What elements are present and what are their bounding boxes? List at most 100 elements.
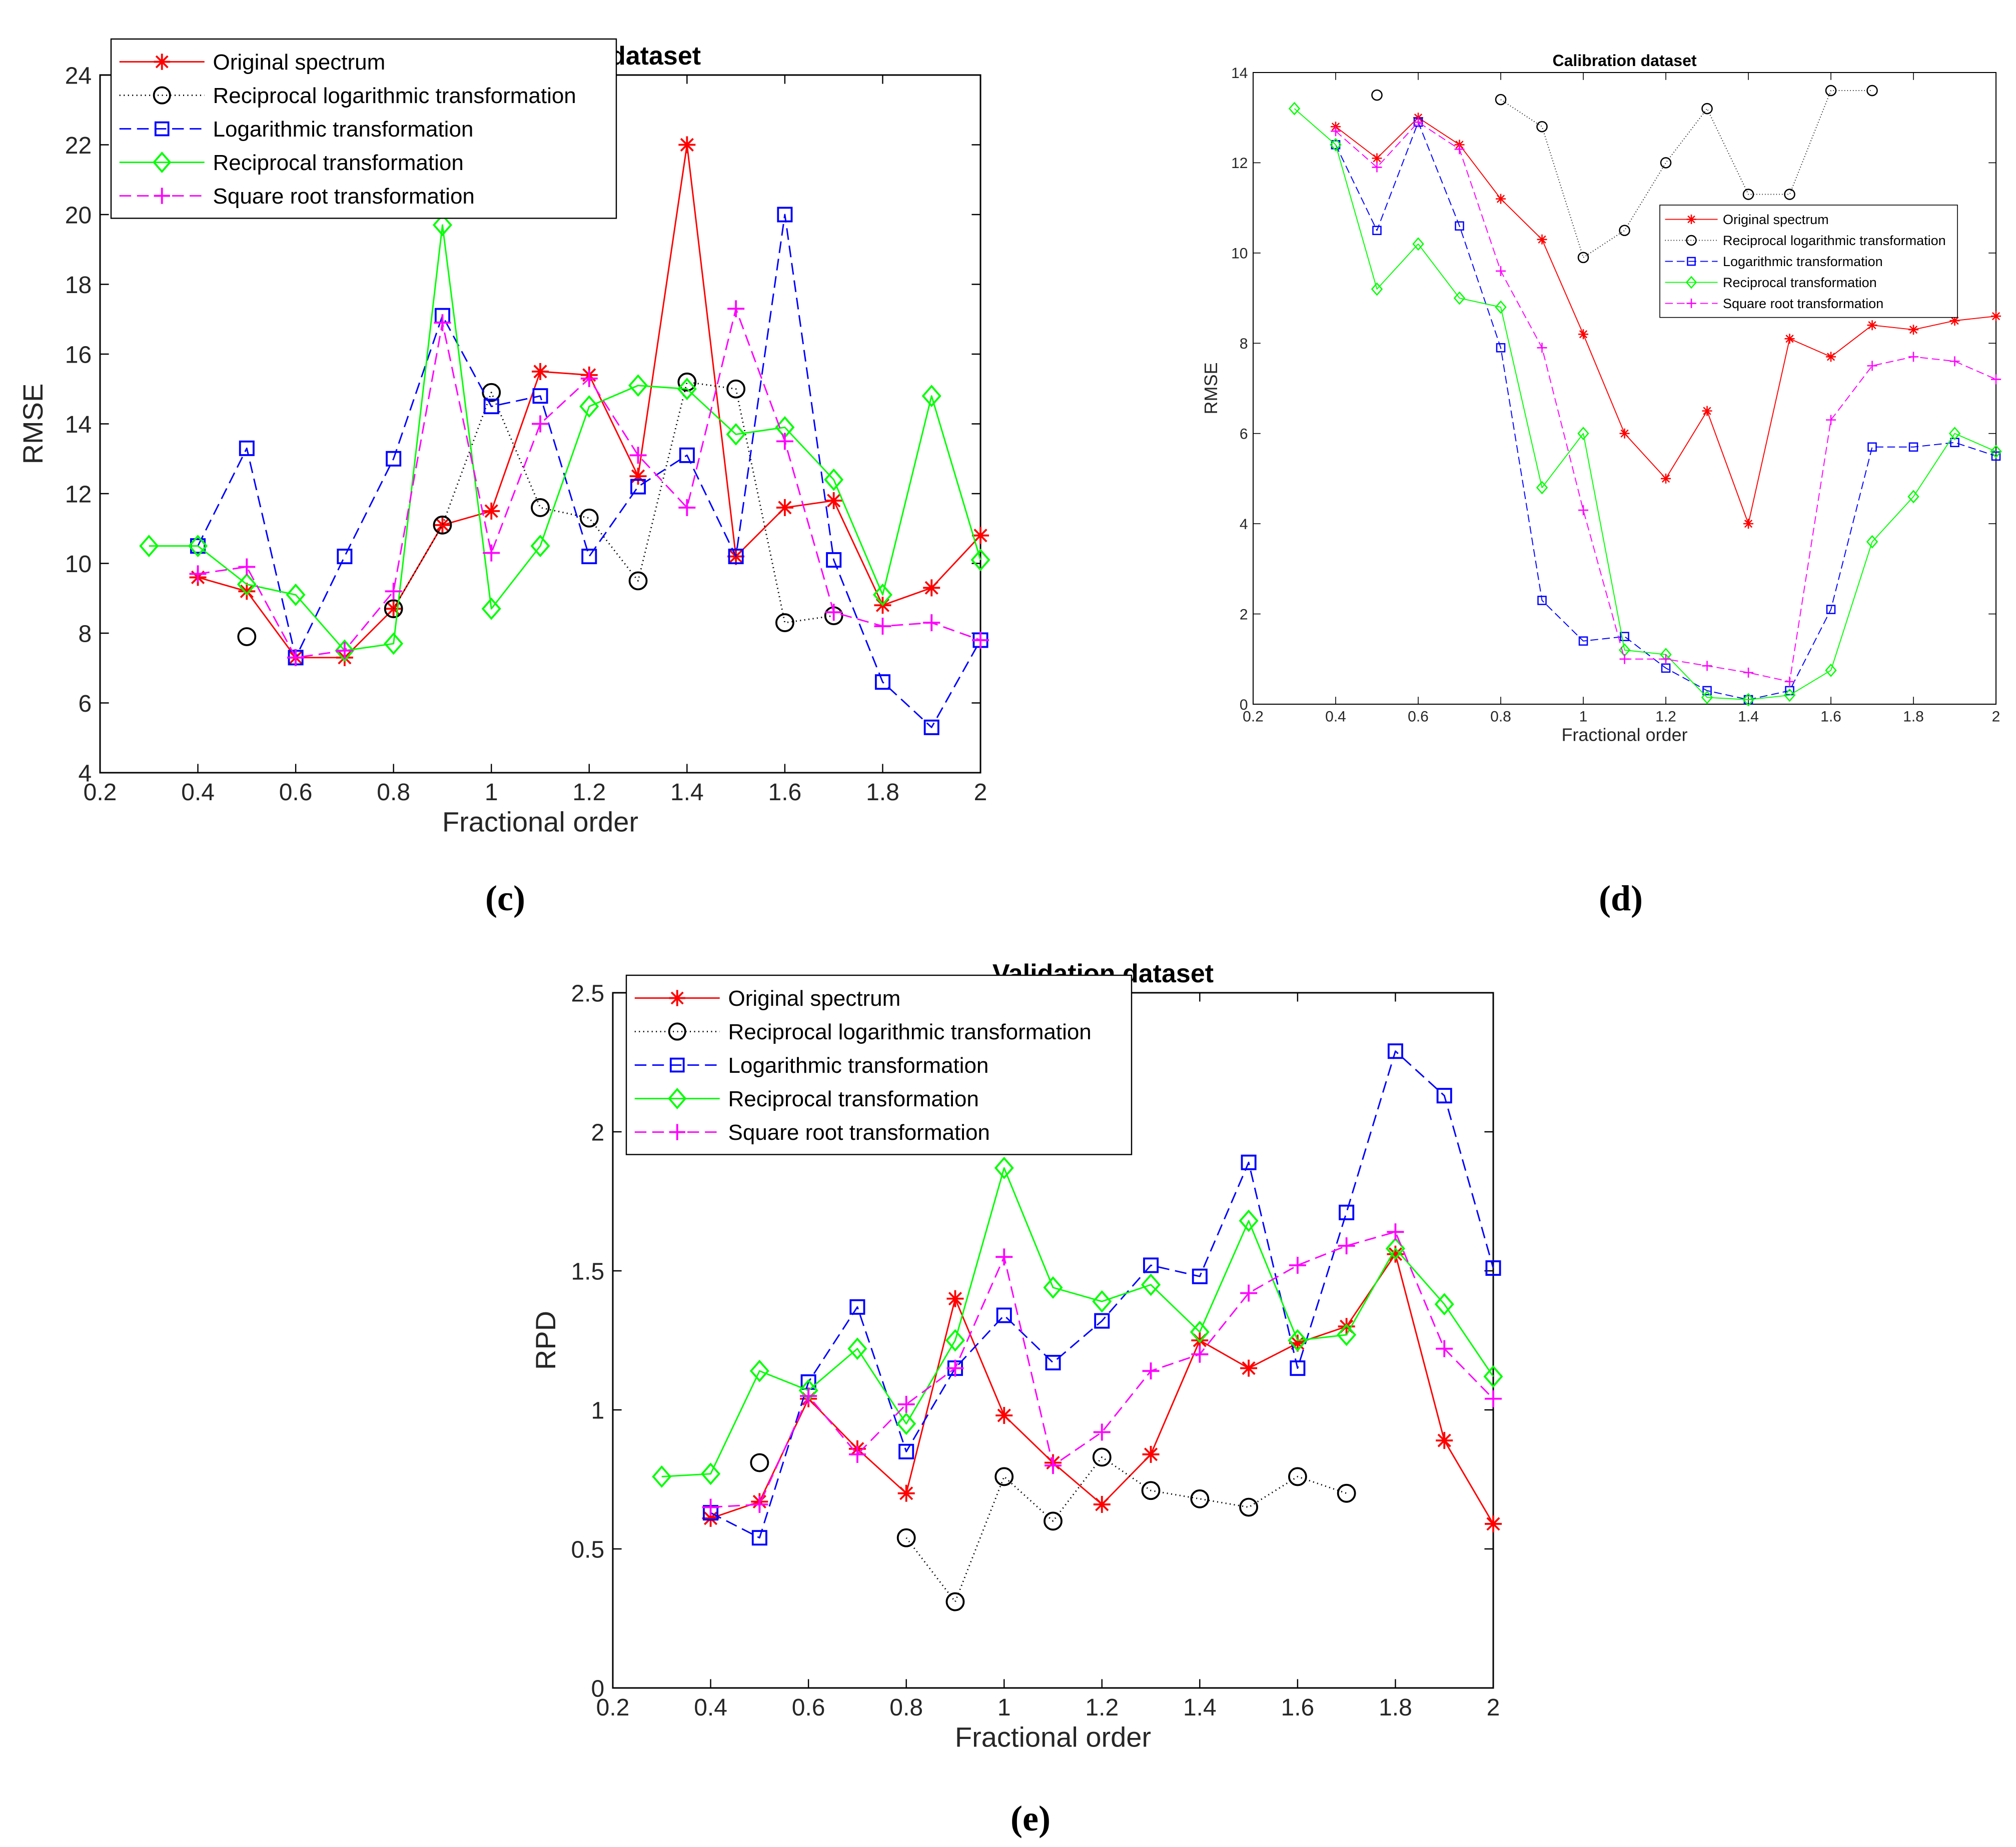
data-point [776,499,793,516]
data-point [678,136,696,154]
data-point [824,468,844,491]
y-tick-label: 14 [65,412,92,438]
data-point [1577,252,1589,264]
y-tick-label: 6 [78,691,92,717]
data-point [1867,361,1877,371]
data-point [945,1329,965,1352]
data-point [972,527,989,544]
data-point [1948,427,1961,441]
data-point [1044,1511,1063,1531]
y-tick-label: 0 [1240,697,1248,713]
legend-entry: Reciprocal transformation [728,1087,979,1111]
x-tick-label: 1.4 [1738,709,1759,725]
data-point [751,1496,768,1513]
data-point [1483,1365,1503,1388]
legend-entry: Original spectrum [1723,212,1829,227]
y-tick-label: 18 [65,272,92,299]
data-point [1372,162,1382,173]
data-point [189,565,207,583]
data-point [1536,481,1548,495]
data-point [1338,1237,1355,1254]
data-point [751,1530,767,1546]
x-tick-label: 2 [974,779,987,806]
y-tick-label: 4 [1240,516,1248,533]
panel-label-c-text: (c) [485,878,525,918]
legend: Original spectrum Reciprocal logarithmic … [625,974,1133,1155]
panel-label-e-text: (e) [1011,1798,1051,1838]
data-point [652,1465,672,1488]
legend-marker [154,188,170,204]
x-axis-label: Fractional order [955,1721,1151,1753]
data-point [945,1592,965,1611]
data-point [1743,667,1753,678]
y-tick-label: 12 [65,481,92,508]
data-point [629,468,647,485]
data-point [921,385,941,408]
data-point [1495,94,1507,106]
x-tick-label: 0.6 [279,779,313,806]
data-point [1143,1257,1159,1273]
data-point [1784,334,1795,344]
x-tick-label: 0.2 [1243,709,1264,725]
data-point [239,440,255,456]
data-point [1949,356,1960,367]
data-point [874,618,891,635]
data-point [1288,1467,1307,1486]
data-point [1192,1268,1208,1284]
data-point [1045,1354,1061,1370]
data-point [1784,189,1795,200]
data-point [1702,686,1712,696]
data-point [1094,1313,1110,1329]
y-tick-label: 20 [65,202,92,229]
data-point [1240,1359,1258,1377]
data-point [1495,300,1507,314]
legend-entry: Reciprocal transformation [213,151,464,175]
legend-entry: Square root transformation [728,1120,990,1145]
series-2 [703,1043,1501,1546]
data-point [482,383,501,402]
legend-marker [153,152,172,174]
series-line [905,1456,1347,1603]
data-point [1337,1323,1357,1346]
y-tick-label: 0.5 [571,1536,604,1563]
y-tick-label: 8 [78,621,92,647]
series-1 [1371,85,1878,264]
panel-label-d: (d) [1581,878,1661,919]
data-point [1742,693,1754,707]
legend-marker [669,990,685,1006]
data-point [995,1248,1013,1266]
chart-title: Calibration dataset [1552,52,1696,70]
plot-area [1253,72,1996,705]
data-point [1826,415,1836,425]
data-point [896,1412,916,1435]
data-point [1825,85,1837,97]
legend: Original spectrum Reciprocal logarithmic … [110,38,617,219]
data-point [139,535,159,558]
data-point [1619,225,1630,237]
data-point [1190,1320,1210,1343]
legend-marker [153,86,171,105]
y-tick-label: 1 [591,1397,604,1424]
legend-marker [669,1124,685,1140]
panel-label-c: (c) [465,878,545,919]
data-point [946,1359,964,1377]
data-point [483,502,500,520]
x-tick-label: 0.4 [181,779,215,806]
data-point [874,674,890,690]
data-point [336,642,353,659]
data-point [1619,428,1630,439]
data-point [847,1337,867,1360]
x-tick-label: 0.4 [1325,709,1346,725]
data-point [385,583,402,600]
x-tick-label: 0.8 [889,1694,923,1721]
x-tick-label: 1.6 [1820,709,1841,725]
data-point [1288,1329,1308,1352]
data-point [972,631,989,649]
data-point [532,363,549,380]
data-point [1496,343,1506,353]
data-point [237,573,257,596]
data-point [1577,427,1589,441]
data-point [1141,1481,1161,1500]
data-point [1371,282,1383,296]
